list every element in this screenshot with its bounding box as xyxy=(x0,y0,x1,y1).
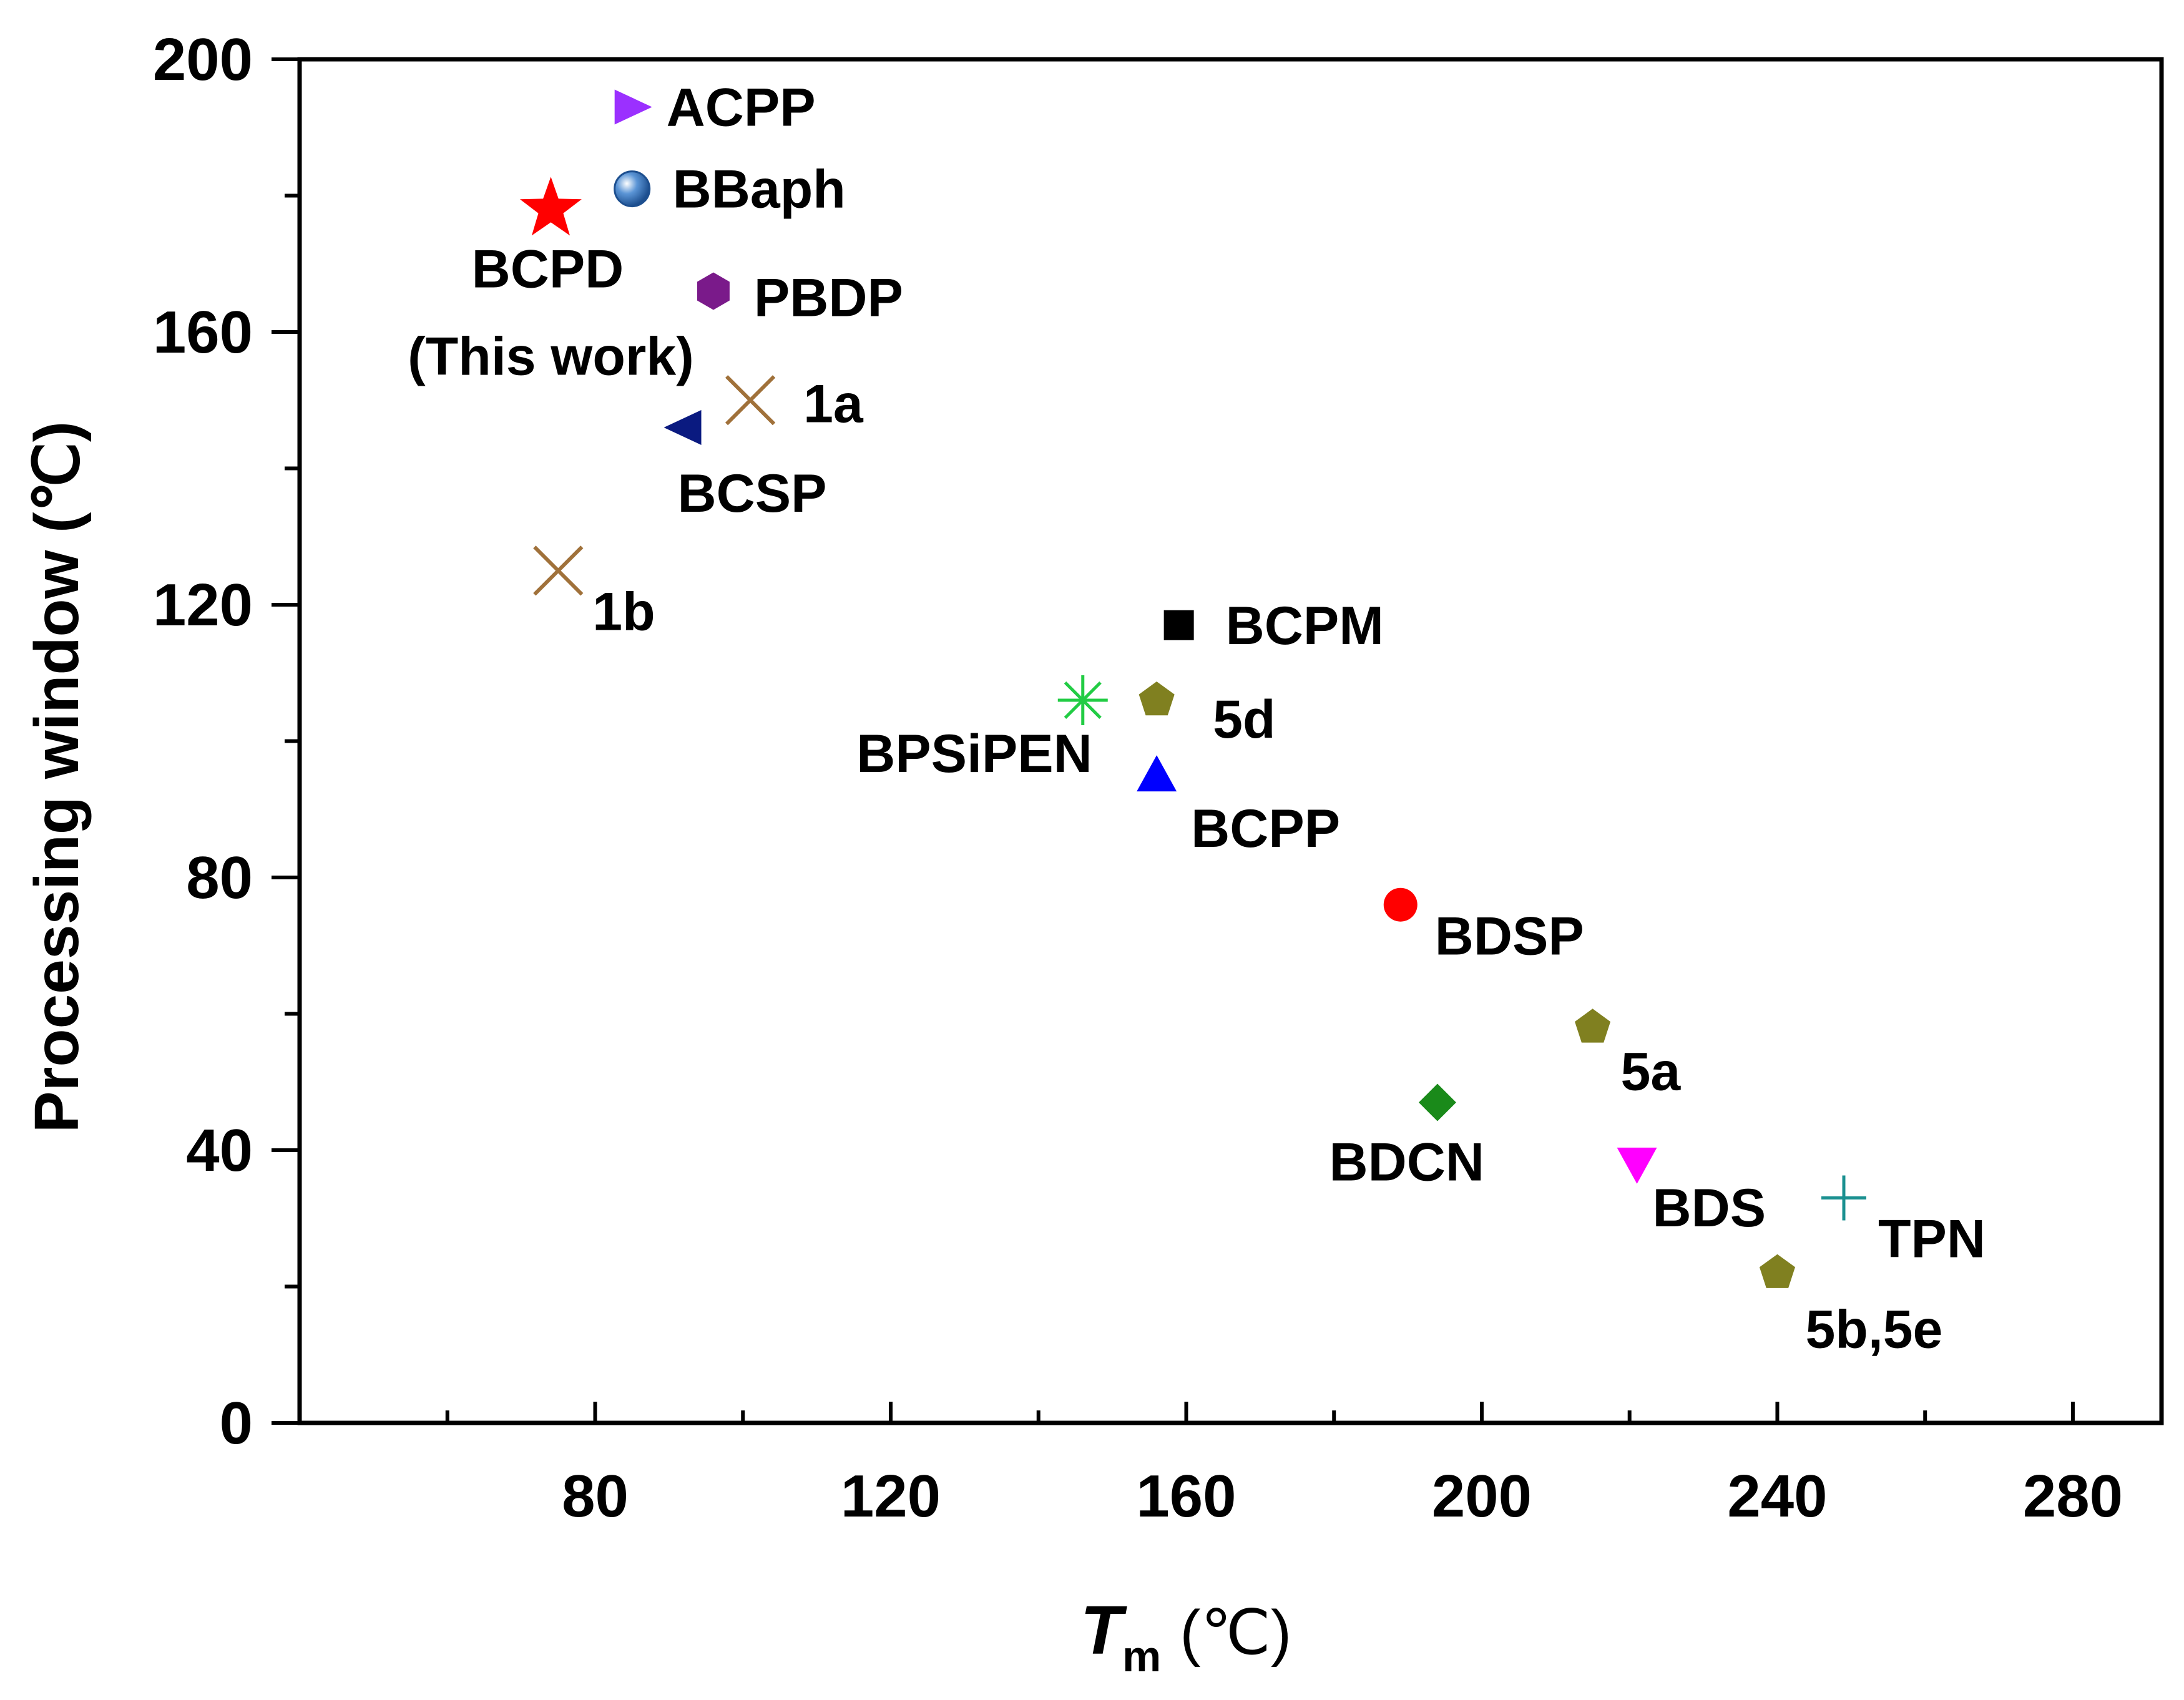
label-bds: BDS xyxy=(1653,1178,1766,1238)
marker-tpn xyxy=(1821,1175,1866,1221)
sublabel-bcpd: (This work) xyxy=(408,326,694,386)
marker-5d xyxy=(1139,681,1175,716)
label-bdsp: BDSP xyxy=(1435,907,1584,967)
axis-ticks xyxy=(272,57,2075,1425)
marker-bcpd xyxy=(520,177,582,236)
x-axis-subscript: m xyxy=(1122,1632,1161,1681)
label-5a: 5a xyxy=(1621,1042,1682,1102)
x-tick-label: 160 xyxy=(1136,1463,1236,1530)
label-5b5e: 5b,5e xyxy=(1805,1300,1942,1360)
y-tick-label: 120 xyxy=(153,572,253,638)
y-tick-label: 0 xyxy=(220,1390,253,1457)
x-axis-symbol: T xyxy=(1080,1592,1127,1669)
y-tick-label: 160 xyxy=(153,299,253,366)
marker-bcsp xyxy=(664,409,702,445)
marker-acpp xyxy=(614,89,652,125)
y-tick-label: 80 xyxy=(186,844,253,911)
axis-tick-labels: 80 120 160 200 240 280 0 40 80 120 160 200 xyxy=(153,26,2123,1530)
marker-bpsipen xyxy=(1057,675,1108,725)
label-tpn: TPN xyxy=(1878,1209,1986,1269)
label-bcpd: BCPD xyxy=(472,239,624,299)
y-tick-label: 200 xyxy=(153,26,253,93)
marker-bds xyxy=(1617,1147,1657,1184)
x-tick-label: 80 xyxy=(562,1463,629,1530)
x-axis-unit: (℃) xyxy=(1180,1598,1291,1668)
marker-5b5e xyxy=(1759,1254,1795,1288)
marker-bcpm xyxy=(1163,610,1194,640)
label-acpp: ACPP xyxy=(667,77,816,137)
label-bbaph: BBaph xyxy=(673,160,846,220)
marker-bdcn xyxy=(1418,1083,1456,1121)
label-bdcn: BDCN xyxy=(1329,1133,1484,1193)
data-labels: BCPD (This work) ACPP BBaph PBDP 1a BCSP 1b BCPM… xyxy=(408,77,1986,1359)
x-tick-label: 120 xyxy=(841,1463,941,1530)
marker-bdsp xyxy=(1383,887,1418,922)
x-axis-title: Tm (℃) xyxy=(1080,1592,1291,1681)
marker-1b xyxy=(533,545,584,596)
label-pbdp: PBDP xyxy=(754,268,903,328)
x-tick-label: 280 xyxy=(2023,1463,2123,1530)
label-bcpp: BCPP xyxy=(1191,799,1340,859)
label-bcpm: BCPM xyxy=(1226,596,1384,656)
data-markers xyxy=(520,89,1866,1288)
label-bpsipen: BPSiPEN xyxy=(856,724,1092,784)
y-axis-title: Processing window (℃) xyxy=(22,421,92,1133)
marker-bcpp xyxy=(1137,755,1177,792)
marker-pbdp xyxy=(697,272,730,310)
y-tick-label: 40 xyxy=(186,1117,253,1184)
label-5d: 5d xyxy=(1213,690,1275,750)
x-tick-label: 240 xyxy=(1727,1463,1827,1530)
label-bcsp: BCSP xyxy=(678,464,827,524)
x-tick-label: 200 xyxy=(1432,1463,1532,1530)
marker-1a xyxy=(725,375,776,426)
marker-5a xyxy=(1575,1009,1611,1043)
label-1b: 1b xyxy=(592,582,655,642)
marker-bbaph xyxy=(614,170,651,208)
label-1a: 1a xyxy=(803,374,864,434)
